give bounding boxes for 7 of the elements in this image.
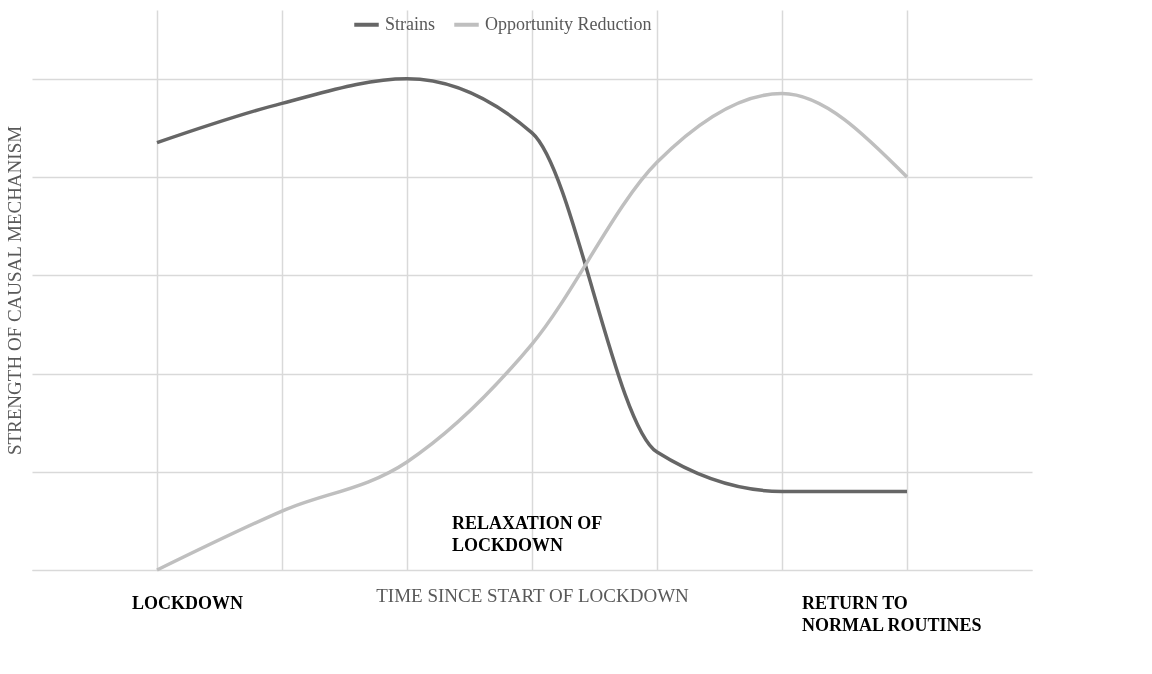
y-axis-title: STRENGTH OF CAUSAL MECHANISM [3,125,25,456]
text: RETURN TO NORMAL ROUTINES [802,593,982,635]
legend-label: Strains [385,13,436,34]
annotation: RELAXATION OF LOCKDOWN [452,513,603,555]
x-axis-title: TIME SINCE START OF LOCKDOWN [376,584,690,606]
text: LOCKDOWN [132,593,244,613]
legend-label: Opportunity Reduction [485,13,652,34]
